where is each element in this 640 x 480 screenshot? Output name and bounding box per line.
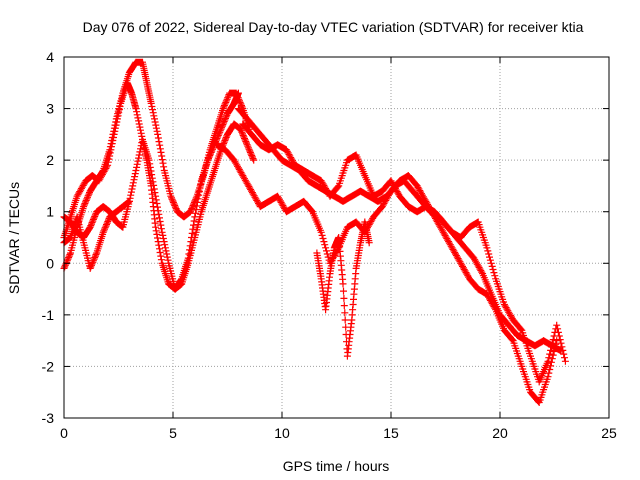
y-tick-label: 4 [46,49,54,65]
y-tick-label: -3 [42,410,55,426]
series-arc-f [239,120,569,386]
y-tick-label: 0 [46,255,54,271]
y-axis-label: SDTVAR / TECUs [6,182,22,294]
x-tick-label: 0 [60,425,68,441]
y-tick-label: 3 [46,101,54,117]
y-tick-label: -1 [42,307,55,323]
x-tick-label: 5 [169,425,177,441]
axes-ticks: 0 5 10 15 20 25 -3 -2 -1 0 1 2 3 4 [42,49,617,441]
x-tick-label: 20 [492,425,508,441]
point-markers [60,58,253,272]
x-axis-label: GPS time / hours [283,458,390,474]
series-spikes [313,218,373,360]
point-markers [313,218,373,360]
y-tick-label: 2 [46,152,54,168]
point-markers [234,105,565,355]
data-points [60,58,569,406]
series-arc-b [60,58,253,272]
chart-title: Day 076 of 2022, Sidereal Day-to-day VTE… [83,19,584,35]
y-tick-label: 1 [46,204,54,220]
point-markers [239,120,569,386]
x-tick-label: 25 [601,425,617,441]
series-arc-e [234,105,565,355]
plot-frame [63,56,610,419]
y-tick-label: -2 [42,358,55,374]
x-tick-label: 15 [383,425,399,441]
x-tick-label: 10 [274,425,290,441]
